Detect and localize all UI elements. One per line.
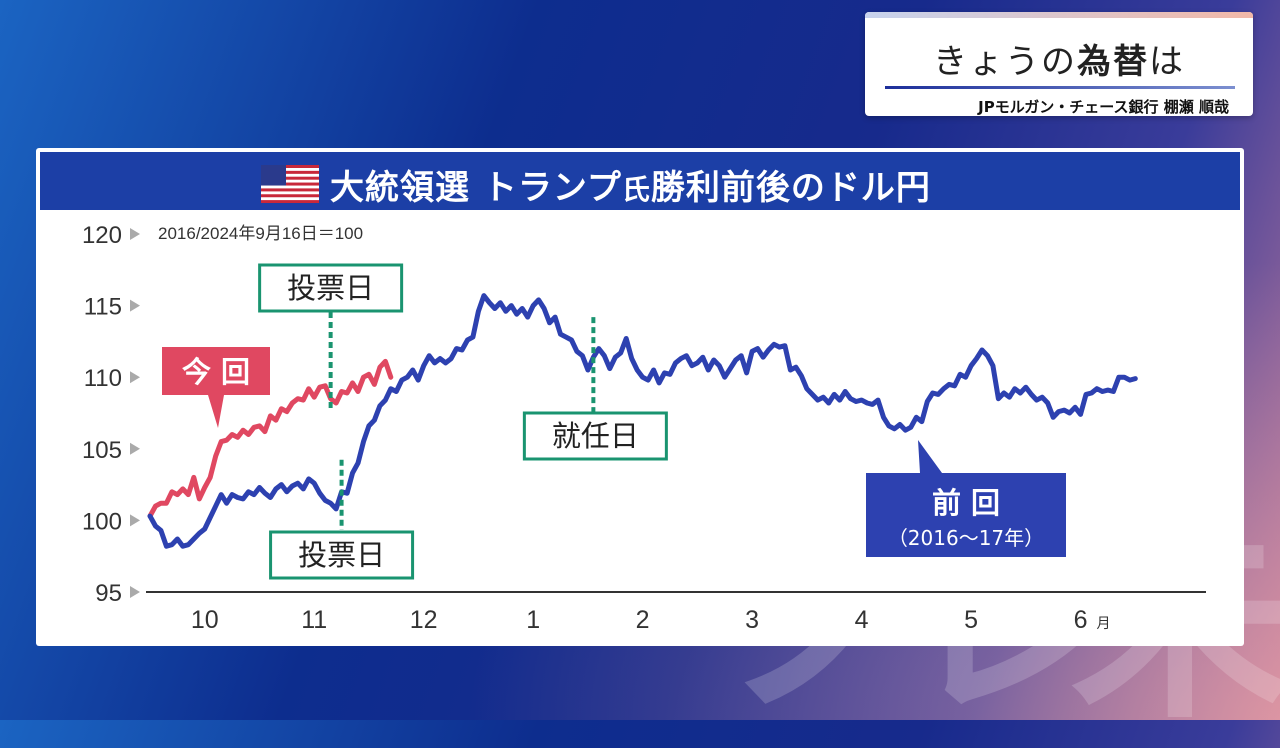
y-tick-arrow (130, 299, 140, 312)
vote-day-label-current-box (258, 263, 404, 313)
previous-callout-text: 前 回 (932, 486, 1000, 520)
inauguration-label-text: 就任日 (552, 419, 639, 453)
chart-note: 2016/2024年9月16日＝100 (158, 224, 363, 243)
y-tick-arrow (130, 514, 140, 527)
current-callout-text: 今 回 (182, 355, 250, 389)
us-flag-icon (261, 165, 319, 203)
y-tick-label: 95 (95, 580, 122, 607)
y-tick-arrow (130, 442, 140, 455)
x-tick-label: 4 (855, 606, 869, 634)
y-tick-label: 115 (84, 294, 122, 321)
vote-day-label-previous-text: 投票日 (298, 538, 385, 572)
y-tick-arrow (130, 228, 140, 240)
previous-callout-bubble (866, 440, 1066, 557)
panel-title-rest: 勝利前後のドル円 (650, 168, 931, 208)
panel-title-main: 大統領選 トランプ (330, 168, 622, 208)
caption-title: きょうの為替は (865, 34, 1253, 83)
caption-accent-strip (865, 12, 1253, 18)
y-tick-label: 110 (84, 365, 122, 392)
series-line-previous (147, 293, 1138, 549)
series-line-current (147, 358, 394, 519)
y-tick-arrow (130, 371, 140, 384)
inauguration-label-box (522, 411, 668, 461)
x-tick-suffix: 月 (1097, 615, 1111, 631)
vote-day-label-current-text: 投票日 (287, 271, 374, 305)
y-tick-arrow (130, 586, 140, 598)
caption-title-post: は (1149, 42, 1185, 82)
panel-title-small: 氏 (621, 173, 651, 206)
y-tick-label: 100 (82, 508, 122, 535)
x-tick-label: 11 (301, 606, 327, 634)
caption-title-pre: きょうの (933, 42, 1077, 82)
panel-header: 大統領選 トランプ氏勝利前後のドル円 (40, 152, 1240, 210)
previous-callout-subtext: （2016〜17年） (888, 526, 1044, 550)
x-tick-label: 1 (526, 606, 540, 634)
caption-divider (885, 86, 1235, 89)
y-tick-label: 105 (82, 437, 122, 464)
x-tick-label: 5 (964, 606, 978, 634)
vote-day-label-previous-box (269, 530, 415, 580)
caption-subtitle: JPモルガン・チェース銀行 棚瀬 順哉 (978, 98, 1229, 116)
y-tick-label: 120 (82, 222, 122, 249)
x-tick-label: 12 (410, 606, 438, 634)
x-tick-label: 6 (1074, 606, 1088, 634)
x-tick-label: 10 (191, 606, 219, 634)
caption-title-bold: 為替 (1077, 42, 1149, 82)
panel-title: 大統領選 トランプ氏勝利前後のドル円 (330, 160, 931, 209)
x-tick-label: 2 (636, 606, 650, 634)
chart-lines (147, 293, 1138, 549)
program-caption: きょうの為替は JPモルガン・チェース銀行 棚瀬 順哉 (865, 12, 1253, 116)
current-callout-bubble (162, 347, 270, 428)
x-tick-label: 3 (745, 606, 759, 634)
